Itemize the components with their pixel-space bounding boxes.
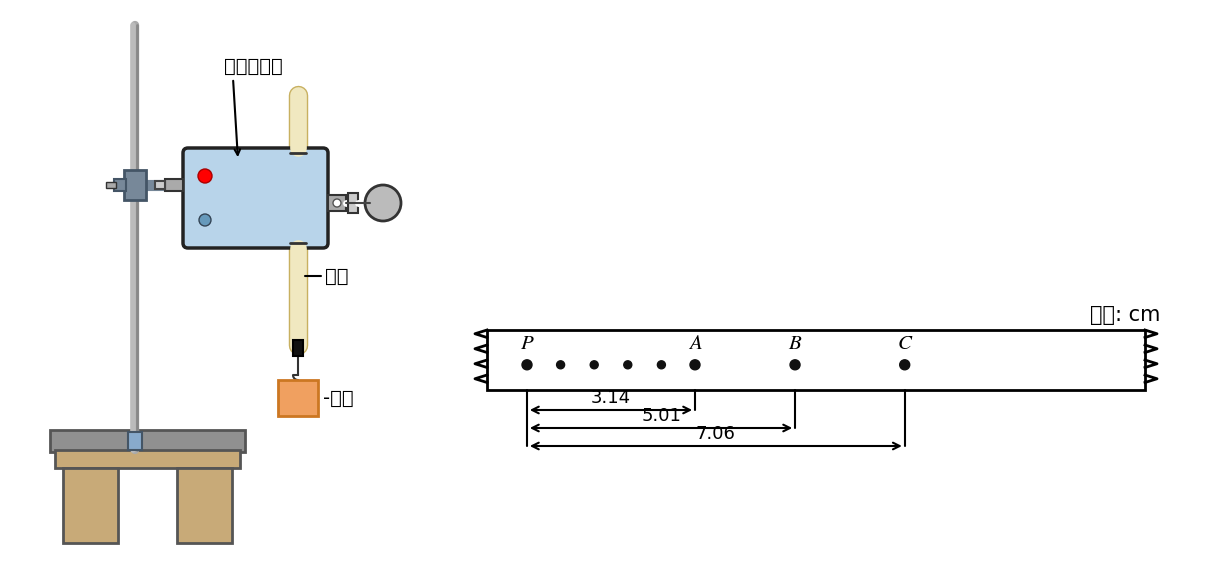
Circle shape: [790, 360, 800, 370]
Bar: [56, 450, 240, 468]
Circle shape: [900, 360, 910, 370]
Text: 打点计时器: 打点计时器: [223, 56, 283, 76]
Text: P: P: [521, 335, 534, 353]
Bar: [106, 182, 116, 188]
Circle shape: [623, 361, 632, 369]
Bar: [294, 340, 303, 356]
Text: 3.14: 3.14: [591, 389, 631, 407]
Circle shape: [557, 361, 564, 369]
FancyBboxPatch shape: [182, 148, 329, 248]
Bar: [63, 468, 118, 543]
Text: C: C: [898, 335, 912, 353]
Text: 7.06: 7.06: [696, 425, 736, 443]
Bar: [124, 170, 146, 200]
Bar: [50, 430, 245, 452]
Circle shape: [591, 361, 598, 369]
Text: 单位: cm: 单位: cm: [1090, 305, 1160, 325]
Bar: [278, 380, 318, 416]
Circle shape: [333, 199, 341, 207]
Circle shape: [198, 169, 211, 183]
Bar: [178, 468, 232, 543]
Bar: [165, 179, 182, 191]
Text: 纸带: 纸带: [325, 267, 348, 285]
Text: 5.01: 5.01: [641, 407, 681, 425]
Bar: [329, 195, 345, 211]
Circle shape: [365, 185, 401, 221]
Bar: [128, 432, 143, 450]
Circle shape: [657, 361, 666, 369]
Circle shape: [690, 360, 699, 370]
Circle shape: [522, 360, 532, 370]
Text: B: B: [789, 335, 801, 353]
Text: -重物: -重物: [323, 389, 354, 407]
Text: A: A: [689, 335, 702, 353]
Bar: [348, 193, 358, 213]
Bar: [114, 179, 126, 191]
Bar: [487, 330, 1145, 390]
Circle shape: [199, 214, 211, 226]
Bar: [155, 181, 165, 189]
